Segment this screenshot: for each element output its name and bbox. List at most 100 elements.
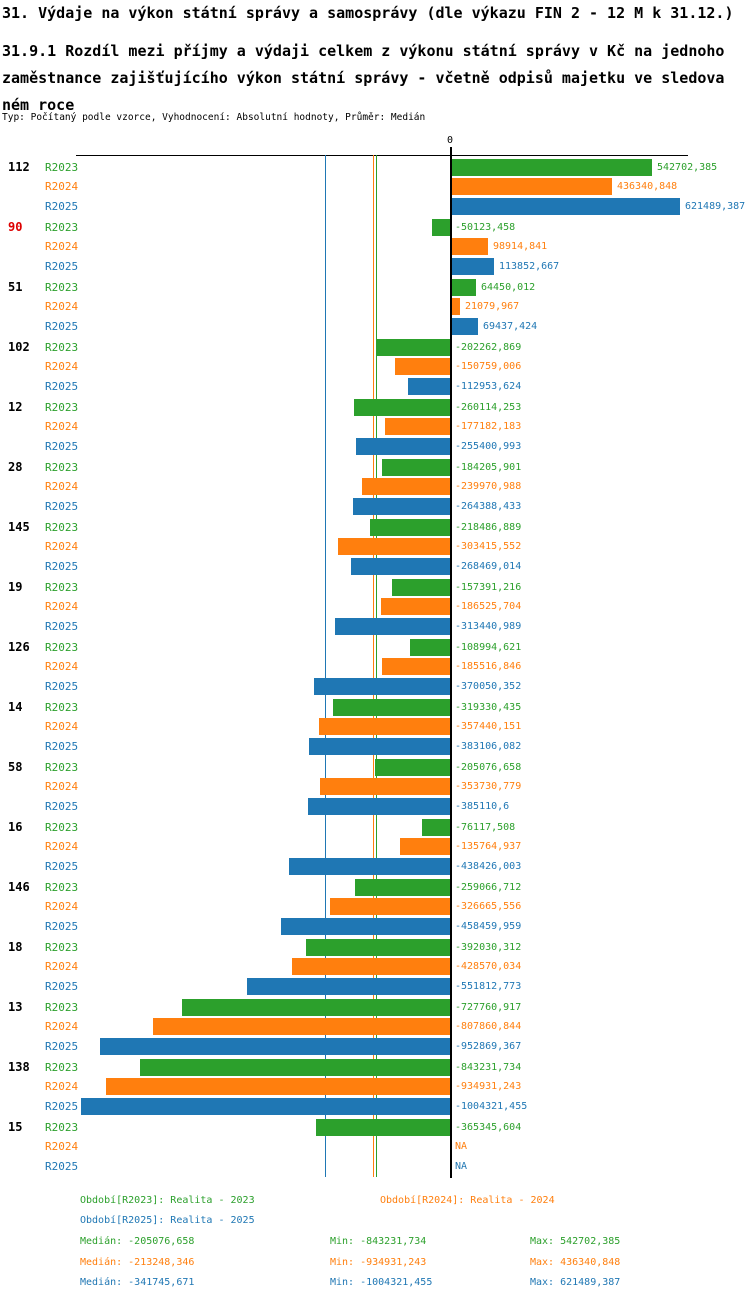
value-bar [334, 618, 450, 635]
series-label: R2024 [45, 780, 79, 793]
value-bar [309, 738, 450, 755]
value-bar [315, 1119, 450, 1136]
max-r2024: Max: 436340,848 [530, 1257, 621, 1268]
bar-value-label: -157391,216 [455, 582, 522, 593]
series-label: R2024 [45, 960, 79, 973]
bar-value-label: -108994,621 [455, 642, 522, 653]
bar-value-label: -205076,658 [455, 762, 522, 773]
value-bar [381, 658, 450, 675]
value-bar [318, 718, 450, 735]
legend-r2025: Období[R2025]: Realita - 2025 [80, 1215, 255, 1226]
group-label: 90 [8, 220, 23, 234]
series-label: R2024 [45, 840, 79, 853]
max-r2023: Max: 542702,385 [530, 1236, 621, 1247]
bar-value-label: -50123,458 [455, 222, 516, 233]
series-label: R2023 [45, 461, 79, 474]
group-label: 138 [8, 1060, 30, 1074]
series-label: R2023 [45, 581, 79, 594]
value-bar [400, 838, 450, 855]
series-label: R2023 [45, 881, 79, 894]
bar-value-label: 436340,848 [617, 181, 678, 192]
bar-value-label: -313440,989 [455, 621, 522, 632]
value-bar [329, 898, 450, 915]
value-bar [313, 678, 450, 695]
value-bar [152, 1018, 450, 1035]
bar-value-label: -150759,006 [455, 361, 522, 372]
value-bar [354, 399, 450, 416]
series-label: R2023 [45, 1121, 79, 1134]
bar-value-label: -259066,712 [455, 882, 522, 893]
value-bar [351, 558, 450, 575]
page-title: 31. Výdaje na výkon státní správy a samo… [2, 4, 734, 22]
min-r2024: Min: -934931,243 [330, 1257, 427, 1268]
value-bar [361, 478, 450, 495]
value-bar [452, 318, 478, 335]
group-label: 28 [8, 460, 23, 474]
group-label: 58 [8, 760, 23, 774]
median-line-r2024 [373, 155, 374, 1177]
value-bar [452, 159, 652, 176]
series-label: R2025 [45, 560, 79, 573]
bar-value-label: -239970,988 [455, 481, 522, 492]
value-bar [288, 858, 450, 875]
series-label: R2025 [45, 1100, 79, 1113]
series-label: R2024 [45, 480, 79, 493]
series-label: R2024 [45, 360, 79, 373]
series-label: R2023 [45, 521, 79, 534]
bar-value-label: -303415,552 [455, 541, 522, 552]
series-label: R2024 [45, 660, 79, 673]
group-label: 51 [8, 280, 23, 294]
bar-value-label: NA [455, 1161, 468, 1172]
bar-value-label: 542702,385 [657, 162, 718, 173]
value-bar [352, 498, 450, 515]
series-label: R2024 [45, 540, 79, 553]
group-label: 15 [8, 1120, 23, 1134]
series-label: R2024 [45, 420, 79, 433]
bar-value-label: -385110,6 [455, 801, 510, 812]
bar-value-label: -186525,704 [455, 601, 522, 612]
value-bar [409, 639, 450, 656]
bar-value-label: -727760,917 [455, 1002, 522, 1013]
group-label: 18 [8, 940, 23, 954]
bar-value-label: -843231,734 [455, 1062, 522, 1073]
series-label: R2025 [45, 980, 79, 993]
value-bar [99, 1038, 450, 1055]
series-label: R2025 [45, 1040, 79, 1053]
series-label: R2023 [45, 941, 79, 954]
group-label: 12 [8, 400, 23, 414]
bar-value-label: -383106,082 [455, 741, 522, 752]
value-bar [356, 438, 450, 455]
bar-value-label: -458459,959 [455, 921, 522, 932]
value-bar [381, 598, 450, 615]
bar-value-label: -326665,556 [455, 901, 522, 912]
bar-value-label: -392030,312 [455, 942, 522, 953]
bar-value-label: -807860,844 [455, 1021, 522, 1032]
value-bar [408, 378, 450, 395]
value-bar [452, 198, 681, 215]
bar-value-label: -357440,151 [455, 721, 522, 732]
series-label: R2023 [45, 701, 79, 714]
value-bar [394, 358, 450, 375]
series-label: R2023 [45, 401, 79, 414]
bar-value-label: -184205,901 [455, 462, 522, 473]
series-label: R2025 [45, 500, 79, 513]
series-label: R2024 [45, 1080, 79, 1093]
series-label: R2025 [45, 380, 79, 393]
group-label: 16 [8, 820, 23, 834]
series-label: R2024 [45, 1140, 79, 1153]
value-bar [80, 1098, 450, 1115]
group-label: 112 [8, 160, 30, 174]
bar-value-label: -934931,243 [455, 1081, 522, 1092]
series-label: R2024 [45, 600, 79, 613]
value-bar [369, 519, 450, 536]
bar-value-label: -76117,508 [455, 822, 516, 833]
series-label: R2025 [45, 920, 79, 933]
bar-value-label: -185516,846 [455, 661, 522, 672]
value-bar [452, 279, 476, 296]
bar-value-label: -255400,993 [455, 441, 522, 452]
bar-value-label: -952869,367 [455, 1041, 522, 1052]
value-bar [281, 918, 450, 935]
series-label: R2025 [45, 200, 79, 213]
